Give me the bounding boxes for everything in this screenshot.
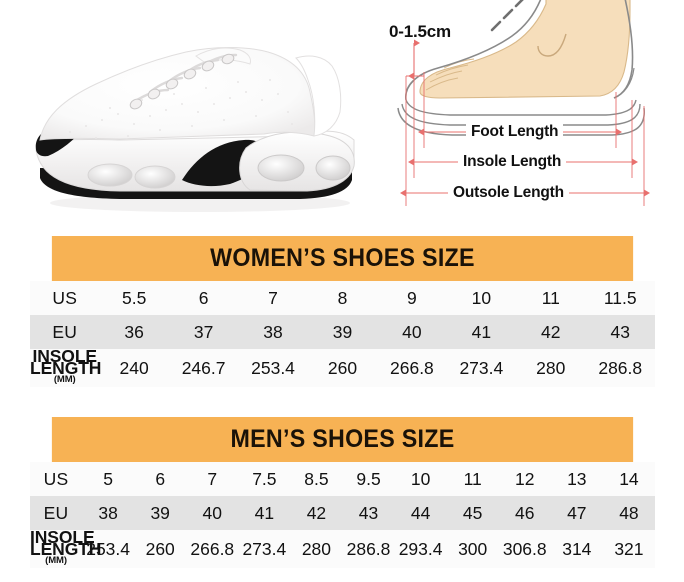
row-label-insole: INSOLE LENGTH (MM) [30, 346, 102, 387]
cell-eu: 40 [202, 502, 222, 523]
outsole-length-label: Outsole Length [448, 184, 569, 202]
cell-us: 7 [268, 287, 278, 308]
cell-us: 5.5 [121, 287, 147, 308]
row-label-us: US [43, 468, 69, 489]
cell-eu: 45 [462, 502, 483, 523]
cell-eu: 39 [332, 321, 353, 342]
cell-us: 11 [463, 468, 482, 489]
foot-length-label: Foot Length [466, 123, 564, 141]
mens-size-grid: US 5 6 7 7.5 8.5 9.5 10 11 12 13 14 EU 3… [30, 462, 655, 568]
cell-eu: 48 [619, 502, 639, 523]
cell-us: 7 [207, 468, 218, 489]
cell-us: 9 [407, 287, 417, 308]
cell-us: 7.5 [252, 468, 277, 489]
sneaker-illustration [35, 47, 355, 212]
cell-insole: 280 [301, 538, 332, 559]
cell-eu: 40 [402, 321, 422, 342]
row-label-eu: EU [43, 502, 69, 523]
cell-eu: 38 [98, 502, 118, 523]
cell-insole: 314 [562, 538, 592, 559]
womens-table-title: WOMEN’S SHOES SIZE [51, 236, 634, 281]
cell-us: 12 [515, 468, 535, 489]
row-label-insole: INSOLE LENGTH (MM) [30, 527, 102, 568]
cell-eu: 39 [150, 502, 170, 523]
cell-us: 10 [410, 468, 431, 489]
cell-insole: 321 [614, 538, 644, 559]
cell-us: 8 [337, 287, 348, 308]
table-row: EU 38 39 40 41 42 43 44 45 46 47 48 [30, 496, 655, 530]
cell-eu: 38 [263, 321, 283, 342]
table-row: US 5.5 6 7 8 9 10 11 11.5 [30, 281, 655, 315]
cell-us: 13 [567, 468, 587, 489]
foot-shape [419, 0, 631, 99]
row-label-insole-unit: (MM) [45, 555, 67, 566]
cell-us: 8.5 [304, 468, 329, 489]
cell-insole: 273.4 [459, 357, 504, 378]
cell-insole: 246.7 [181, 357, 226, 378]
cell-eu: 41 [254, 502, 275, 523]
table-row: US 5 6 7 7.5 8.5 9.5 10 11 12 13 14 [30, 462, 655, 496]
cell-us: 6 [155, 468, 166, 489]
cell-insole: 293.4 [398, 538, 443, 559]
cell-insole: 260 [145, 538, 175, 559]
cell-us: 5 [103, 468, 113, 489]
cell-insole: 266.8 [190, 538, 235, 559]
cell-insole: 240 [119, 357, 149, 378]
cell-us: 6 [198, 287, 209, 308]
cell-eu: 41 [471, 321, 492, 342]
row-label-insole-text: INSOLE LENGTH [30, 346, 102, 378]
cell-us: 10 [471, 287, 492, 308]
cell-us: 11.5 [603, 287, 637, 308]
cell-insole: 266.8 [390, 357, 434, 378]
row-label-insole-unit: (MM) [53, 374, 76, 385]
womens-size-grid: US 5.5 6 7 8 9 10 11 11.5 EU 36 37 38 39… [30, 281, 655, 387]
row-label-us: US [52, 287, 78, 308]
cell-us: 11 [541, 287, 560, 308]
cell-insole: 300 [458, 538, 488, 559]
table-row: INSOLE LENGTH (MM) 253.4 260 266.8 273.4… [30, 527, 655, 568]
cell-eu: 37 [193, 321, 214, 342]
measurement-diagram: 0-1.5cm Foot Length Insole Length Outsol… [380, 0, 684, 228]
cell-eu: 43 [358, 502, 379, 523]
cell-insole: 286.8 [346, 538, 391, 559]
table-row: EU 36 37 38 39 40 41 42 43 [30, 315, 655, 349]
cell-eu: 42 [541, 321, 561, 342]
cell-insole: 286.8 [598, 357, 643, 378]
cell-eu: 42 [306, 502, 327, 523]
product-photo [0, 0, 380, 228]
cell-eu: 47 [567, 502, 587, 523]
table-row: INSOLE LENGTH (MM) 240 246.7 253.4 260 2… [30, 346, 655, 387]
mens-size-table: MEN’S SHOES SIZE US 5 6 7 7.5 8.5 9.5 10… [30, 417, 655, 568]
mens-table-title: MEN’S SHOES SIZE [51, 417, 634, 462]
illustration-area: 0-1.5cm Foot Length Insole Length Outsol… [0, 0, 684, 228]
cell-insole: 253.4 [86, 538, 131, 559]
cell-insole: 306.8 [502, 538, 547, 559]
cell-insole: 280 [536, 357, 566, 378]
cell-eu: 43 [610, 321, 630, 342]
row-label-insole-text: INSOLE LENGTH [30, 527, 102, 559]
cell-eu: 46 [515, 502, 535, 523]
cell-us: 9.5 [356, 468, 381, 489]
toe-gap-label: 0-1.5cm [389, 22, 451, 41]
cell-eu: 36 [124, 321, 144, 342]
insole-line [405, 99, 637, 116]
cell-eu: 44 [410, 502, 431, 523]
cell-insole: 273.4 [242, 538, 287, 559]
insole-length-label: Insole Length [458, 153, 567, 171]
cell-insole: 253.4 [251, 357, 295, 378]
row-label-eu: EU [52, 321, 78, 342]
womens-size-table: WOMEN’S SHOES SIZE US 5.5 6 7 8 9 10 11 … [30, 236, 655, 387]
cell-us: 14 [619, 468, 639, 489]
cell-insole: 260 [327, 357, 358, 378]
